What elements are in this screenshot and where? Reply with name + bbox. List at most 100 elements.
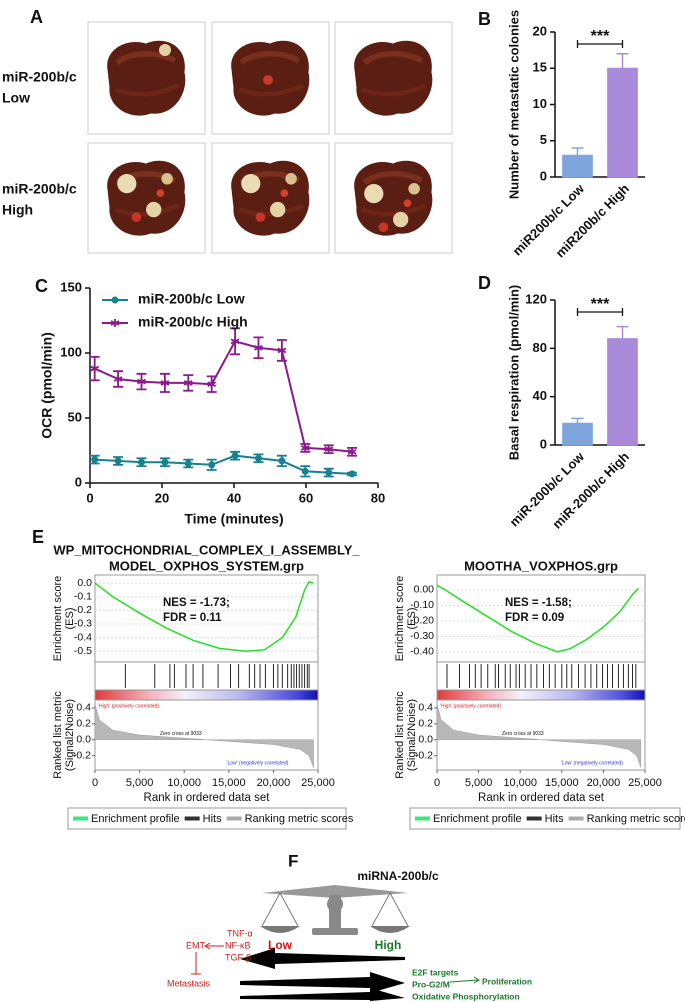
y-tick-label: 150 [60,279,82,294]
error-bar [616,325,629,339]
marker [324,445,334,454]
photo-panel: A miR-200b/c Low miR-200b/c High [2,7,453,254]
marker [207,380,217,389]
x-tick-label: 10,000 [503,777,537,789]
marker [301,467,309,475]
y-tick-label: 15 [533,60,547,75]
high-label: 'High' (positively correlated) [440,703,501,709]
legend-box [67,807,347,830]
marker [114,457,122,465]
hits-frame [94,661,319,691]
marker [254,454,262,462]
y-tick-label: -0.3 [74,618,92,630]
legend-label: miR-200b/c Low [138,291,245,307]
y-tick-label: -0.10 [410,599,434,611]
marker [137,377,146,386]
legend-swatch [526,816,542,821]
nodule [263,75,273,85]
balance-string [261,892,409,927]
marker [230,337,240,346]
balance-beam [262,885,408,898]
target: Pro-G2/M [412,979,450,989]
x-tick-label: 5,000 [126,777,154,789]
enrichment-curve [436,584,639,653]
y-tick-label: 0 [540,436,547,451]
row-label: Low [2,90,30,106]
legend-swatch [568,816,584,821]
x-tick-label: 15,000 [212,777,246,789]
row-label: High [2,202,33,218]
x-axis-title: Rank in ordered data set [144,792,271,804]
y-tick-label: -0.30 [410,630,434,642]
marker [347,447,357,456]
y-axis-title: OCR (pmol/min) [39,332,55,439]
oxphos: Oxidative Phosphorylation [412,991,520,1001]
legend-marker [110,319,120,327]
rank-colorbar [436,689,646,701]
y-tick-label: -0.4 [74,631,92,643]
marker [137,458,145,466]
significance-bracket [576,40,624,48]
panel-letter: F [288,851,298,870]
marker [231,452,239,460]
hits-frame [436,661,646,691]
legend-swatch [184,816,200,821]
x-tick-label: 25,000 [301,777,335,789]
zero-label: Zero cross at 9033 [160,731,202,737]
emt: EMT [186,940,206,950]
metric-area [94,703,314,768]
y-tick-label: 0.4 [418,702,433,714]
marker [90,364,100,373]
marker [277,346,287,355]
factor: TGF-β [225,952,251,962]
y-tick-label: 0.0 [418,734,433,746]
metastasis: Metastasis [167,978,211,988]
x-axis-title: Rank in ordered data set [478,792,605,804]
liver-photo [107,161,185,236]
series-line [94,454,353,475]
y-tick-label: 0.2 [76,718,91,730]
rank-colorbar [94,689,319,701]
balance-pivot [327,896,343,912]
x-tick-label: miR-200b/c High [549,449,632,532]
row-label: miR-200b/c [2,181,77,197]
low-label: 'Low' (negatively correlated) [227,760,289,766]
legend-label: Hits [203,813,222,825]
bar [562,154,593,178]
panel-letter: E [32,527,44,547]
nodule [159,44,171,56]
marker [91,456,99,464]
factor: NF-κB [225,940,251,950]
y-axis-title: Ranked list metric [52,691,64,779]
y-tick-label: 5 [540,132,547,147]
y-tick-label: 10 [533,96,547,111]
legend-label: Ranking metric scores [587,813,685,825]
y-axis-title: Enrichment score [394,576,406,662]
liver-photo [231,161,309,236]
legend-marker [111,296,119,304]
y-tick-label: 0.4 [76,702,91,714]
x-tick-label: 0 [86,490,93,505]
y-axis-title: (ES) [406,608,418,630]
x-tick-label: 20 [155,490,169,505]
legend-label: Hits [545,813,564,825]
y-tick-label: -0.2 [74,604,92,616]
proliferation: Proliferation [482,976,532,986]
x-axis-title: Time (minutes) [184,511,283,527]
legend-swatch [415,816,430,821]
panel-letter: B [478,9,491,29]
y-axis-title: Ranked list metric [394,691,406,779]
legend-label: miR-200b/c High [138,314,248,330]
inhibition [191,952,201,975]
x-tick-label: 40 [227,490,241,505]
marker [348,470,356,478]
legend-label: Enrichment profile [433,813,522,825]
y-tick-label: 40 [533,388,547,403]
y-axis-title: Number of metastatic colonies [506,10,521,199]
significance-bracket [576,308,624,316]
liver-photo [107,41,185,116]
low-label: 'Low' (negatively correlated) [561,760,623,766]
error-bar [571,147,584,156]
error-bar [616,53,629,69]
